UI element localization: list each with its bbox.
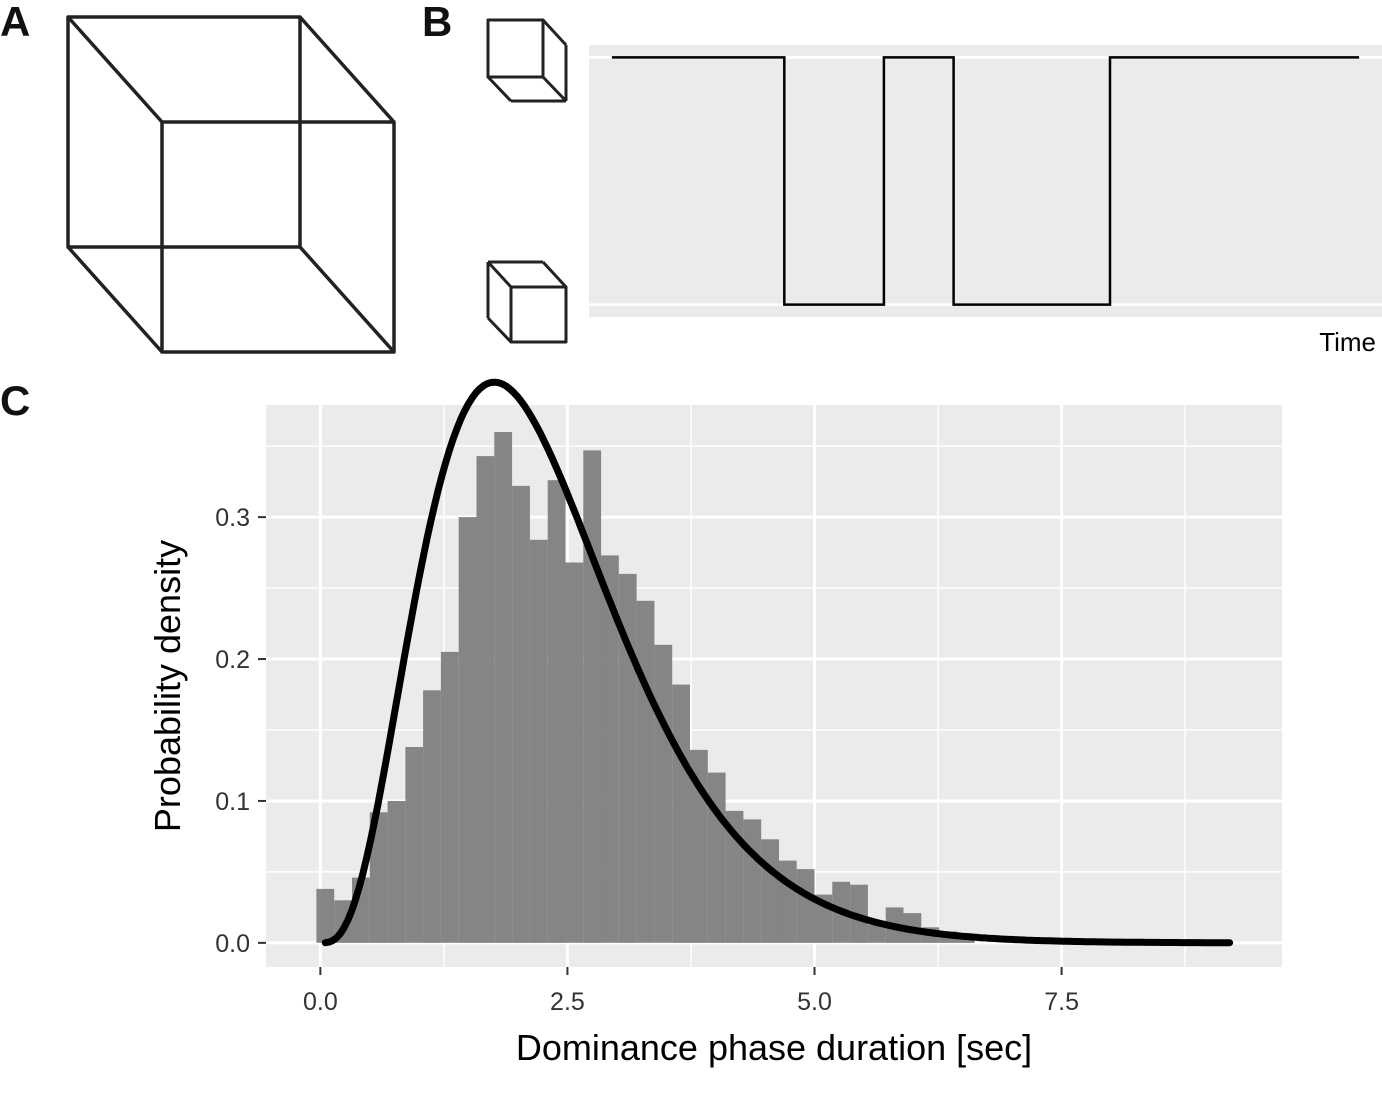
histogram-bar xyxy=(423,690,441,943)
histogram-bar xyxy=(405,747,424,943)
y-tick-label: 0.0 xyxy=(215,930,250,958)
histogram-bar xyxy=(369,812,388,943)
necker-cube-icon xyxy=(66,15,396,354)
panel-b: B Time xyxy=(422,0,1382,357)
panel-a: A xyxy=(0,0,396,354)
histogram-bar xyxy=(565,562,584,943)
panel-b-plot-background xyxy=(589,45,1382,317)
panel-c-x-axis-title: Dominance phase duration [sec] xyxy=(516,1027,1032,1068)
histogram-bar xyxy=(316,888,335,943)
percept-time-course-line xyxy=(611,56,1360,306)
histogram-bar xyxy=(796,869,815,943)
histogram-bar xyxy=(583,450,602,943)
histogram-bar xyxy=(529,539,548,943)
histogram-bar xyxy=(743,819,762,943)
histogram-bar xyxy=(636,600,655,943)
panel-c-label: C xyxy=(0,377,30,424)
histogram-bar xyxy=(387,801,406,943)
panel-c-y-axis-title: Probability density xyxy=(147,540,188,832)
histogram-bar xyxy=(458,517,477,943)
histogram-bar xyxy=(761,839,779,943)
x-tick-label: 2.5 xyxy=(550,988,585,1016)
histogram-bar xyxy=(672,684,690,943)
y-tick-label: 0.1 xyxy=(215,788,250,816)
histogram-bar xyxy=(440,651,459,943)
x-tick-label: 7.5 xyxy=(1044,988,1079,1016)
cube-view-from-below-icon xyxy=(486,18,568,103)
histogram-bar xyxy=(512,485,530,943)
y-tick-label: 0.3 xyxy=(215,504,250,532)
panel-b-x-axis-label: Time xyxy=(1319,327,1376,357)
cube-view-from-above-icon xyxy=(486,260,568,344)
histogram-bar xyxy=(654,644,673,943)
histogram-bar xyxy=(476,456,495,943)
panel-b-label: B xyxy=(422,0,452,45)
gamma-fit-curve xyxy=(321,378,1234,947)
histogram-bar xyxy=(601,555,619,943)
panel-a-label: A xyxy=(0,0,30,45)
histogram-bar xyxy=(867,924,886,943)
histogram-bar xyxy=(494,432,513,943)
panel-c-x-axis: 0.0 2.5 5.0 7.5 xyxy=(303,967,1079,1016)
histogram-bar xyxy=(618,573,637,943)
panel-c: C 0.0 2.5 5.0 7.5 0.0 0.1 0.2 0.3 Dominance ph… xyxy=(0,377,1282,1068)
histogram-bar xyxy=(547,480,566,943)
panel-c-y-axis: 0.0 0.1 0.2 0.3 xyxy=(215,504,266,958)
histogram-bar xyxy=(956,938,975,943)
x-tick-label: 5.0 xyxy=(797,988,832,1016)
x-tick-label: 0.0 xyxy=(303,988,338,1016)
y-tick-label: 0.2 xyxy=(215,646,250,674)
histogram-bar xyxy=(778,860,797,943)
